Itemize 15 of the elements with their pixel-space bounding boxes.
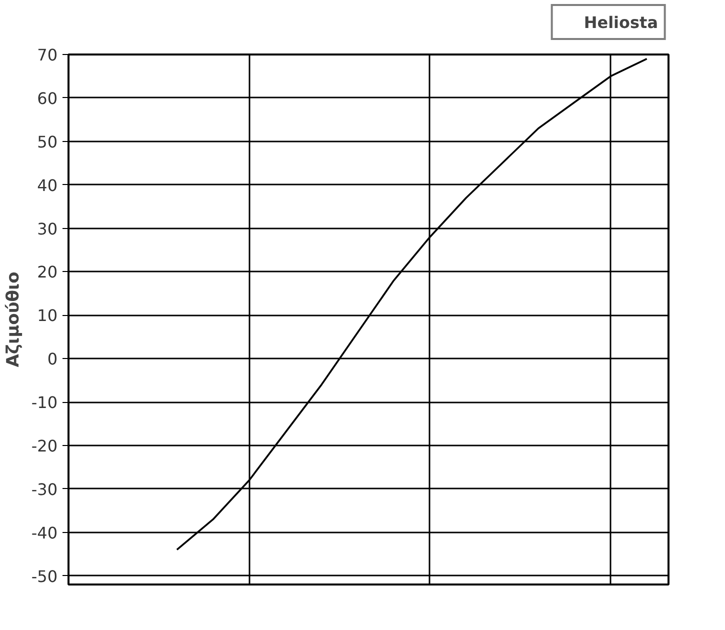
y-tick-label: 40 xyxy=(37,176,58,195)
series-label: Heliosta xyxy=(584,12,658,32)
y-tick-label: -40 xyxy=(31,523,58,542)
y-axis-title: Αζιμούθιο xyxy=(3,272,24,368)
y-tick-label: 0 xyxy=(47,350,58,369)
y-tick-label: 30 xyxy=(37,219,58,238)
y-tick-label: 70 xyxy=(37,46,58,64)
y-tick-label: -10 xyxy=(31,393,58,412)
y-tick-label: 20 xyxy=(37,262,58,282)
y-tick-label: -30 xyxy=(31,480,58,499)
y-tick-label: 10 xyxy=(37,306,58,326)
y-tick-label: 50 xyxy=(37,132,58,152)
y-tick-label: 60 xyxy=(37,88,58,108)
y-tick-label: -20 xyxy=(31,436,58,456)
y-tick-label: -50 xyxy=(31,566,58,586)
